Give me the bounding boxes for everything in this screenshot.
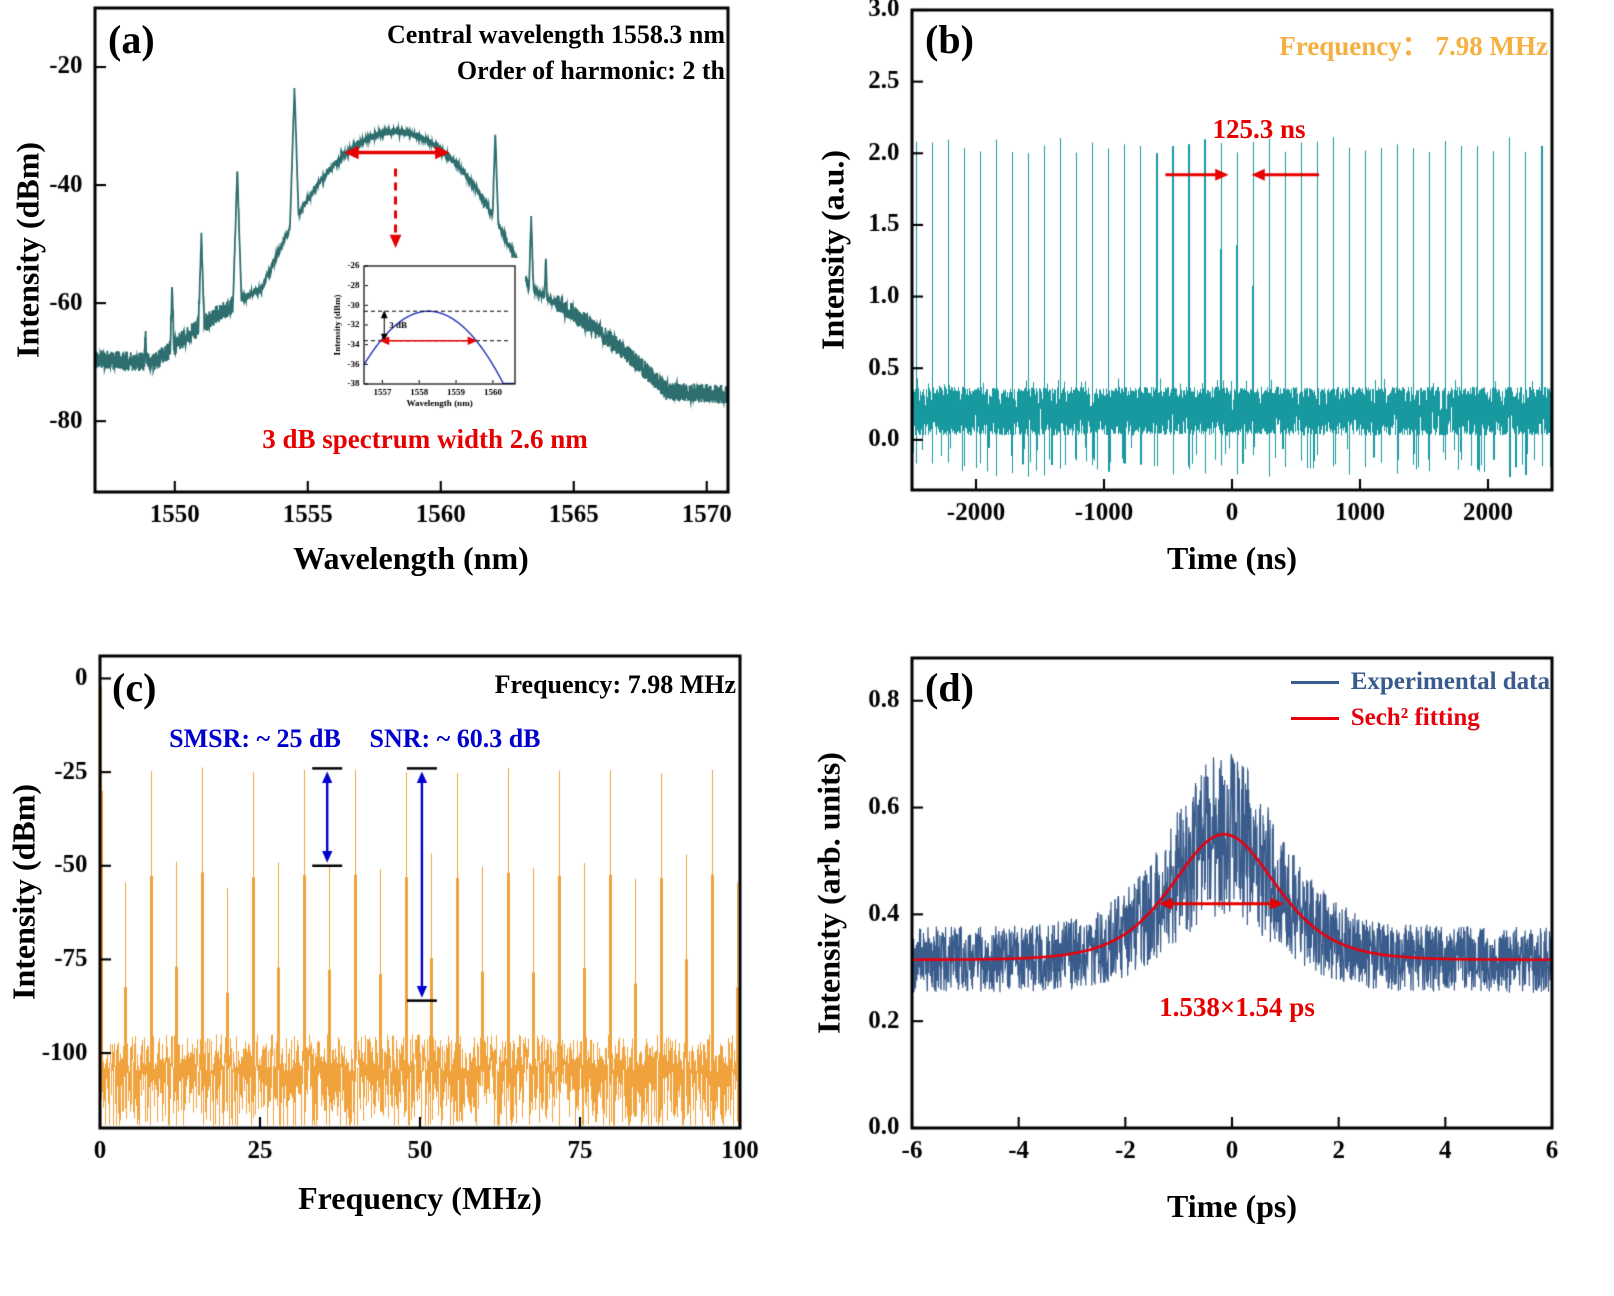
panel-d-legend: Experimental data Sech² fitting <box>1290 668 1550 732</box>
panel-c-y-axis-title: Intensity (dBm) <box>5 783 42 1001</box>
experimental-data-line-swatch <box>1290 680 1339 684</box>
legend-label-experimental: Experimental data <box>1350 668 1550 695</box>
panel-a-canvas <box>0 0 807 648</box>
panel-c: (c) Frequency: 7.98 MHz SMSR: ~ 25 dB SN… <box>0 648 807 1296</box>
panel-d-annotation-pulse-width: 1.538×1.54 ps <box>1159 992 1315 1022</box>
panel-d: (d) Experimental data Sech² fitting 1.53… <box>807 648 1614 1296</box>
panel-c-annotation-smsr: SMSR: ~ 25 dB <box>169 724 341 753</box>
panel-d-x-axis-title: Time (ps) <box>1166 1188 1298 1224</box>
panel-b-x-axis-title: Time (ns) <box>1166 540 1298 576</box>
panel-d-canvas <box>807 648 1614 1296</box>
panel-a-annotation-3db-width: 3 dB spectrum width 2.6 nm <box>262 424 588 454</box>
panel-b-annotation-frequency: Frequency： 7.98 MHz <box>1279 31 1548 61</box>
panel-a-label: (a) <box>108 17 155 62</box>
panel-b-label: (b) <box>925 17 974 62</box>
panel-d-y-axis-title: Intensity (arb. units) <box>810 752 847 1034</box>
panel-a-x-axis-title: Wavelength (nm) <box>293 540 529 576</box>
panel-d-label: (d) <box>925 665 974 710</box>
legend-label-fit: Sech² fitting <box>1350 704 1480 731</box>
panel-a-y-axis-title: Intensity (dBm) <box>9 141 46 359</box>
panel-a-annotation-harmonic-order: Order of harmonic: 2 th <box>456 56 725 85</box>
legend-row-fit: Sech² fitting <box>1290 704 1480 732</box>
panel-c-canvas <box>0 648 807 1296</box>
panel-b-canvas <box>807 0 1614 648</box>
panel-a: (a) Central wavelength 1558.3 nm Order o… <box>0 0 807 648</box>
panel-c-x-axis-title: Frequency (MHz) <box>298 1180 542 1216</box>
panel-a-annotation-central-wavelength: Central wavelength 1558.3 nm <box>387 20 725 49</box>
legend-row-experimental: Experimental data <box>1290 668 1550 696</box>
panel-c-annotation-snr: SNR: ~ 60.3 dB <box>369 724 541 753</box>
sech2-fit-line-swatch <box>1290 716 1339 720</box>
panel-c-label: (c) <box>112 665 157 710</box>
panel-b-annotation-period: 125.3 ns <box>1212 114 1306 144</box>
panel-b-y-axis-title: Intensity (a.u.) <box>814 149 851 351</box>
panel-b: (b) Frequency： 7.98 MHz 125.3 ns Time (n… <box>807 0 1614 648</box>
panel-c-annotation-frequency: Frequency: 7.98 MHz <box>494 670 736 699</box>
